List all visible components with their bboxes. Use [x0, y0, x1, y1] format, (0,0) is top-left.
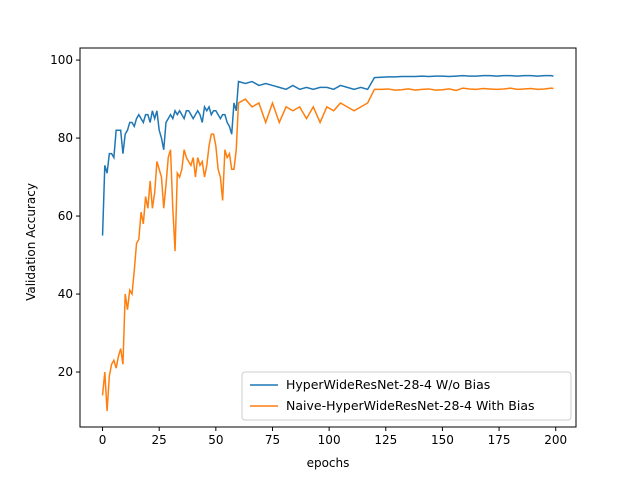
axes-frame: [79, 47, 577, 428]
x-tick-label: 100: [318, 433, 341, 447]
x-tick-label: 200: [544, 433, 567, 447]
legend-label: Naive-HyperWideResNet-28-4 With Bias: [286, 398, 535, 413]
data-line: [101, 87, 554, 412]
y-tick-label: 40: [58, 287, 73, 301]
data-line: [101, 74, 554, 236]
y-axis-label: Validation Accuracy: [24, 183, 38, 301]
x-tick-label: 0: [99, 433, 107, 447]
x-tick-label: 125: [374, 433, 397, 447]
x-tick-label: 75: [265, 433, 280, 447]
y-tick-label: 100: [50, 53, 73, 67]
y-tick-label: 60: [58, 209, 73, 223]
x-tick-label: 50: [208, 433, 223, 447]
x-axis-label: epochs: [307, 456, 350, 470]
y-tick-label: 20: [58, 365, 73, 379]
x-tick-label: 150: [431, 433, 454, 447]
y-tick-label: 80: [58, 131, 73, 145]
legend-label: HyperWideResNet-28-4 W/o Bias: [286, 377, 490, 392]
legend-box: [241, 371, 572, 421]
x-tick-label: 175: [488, 433, 511, 447]
x-tick-label: 25: [152, 433, 167, 447]
